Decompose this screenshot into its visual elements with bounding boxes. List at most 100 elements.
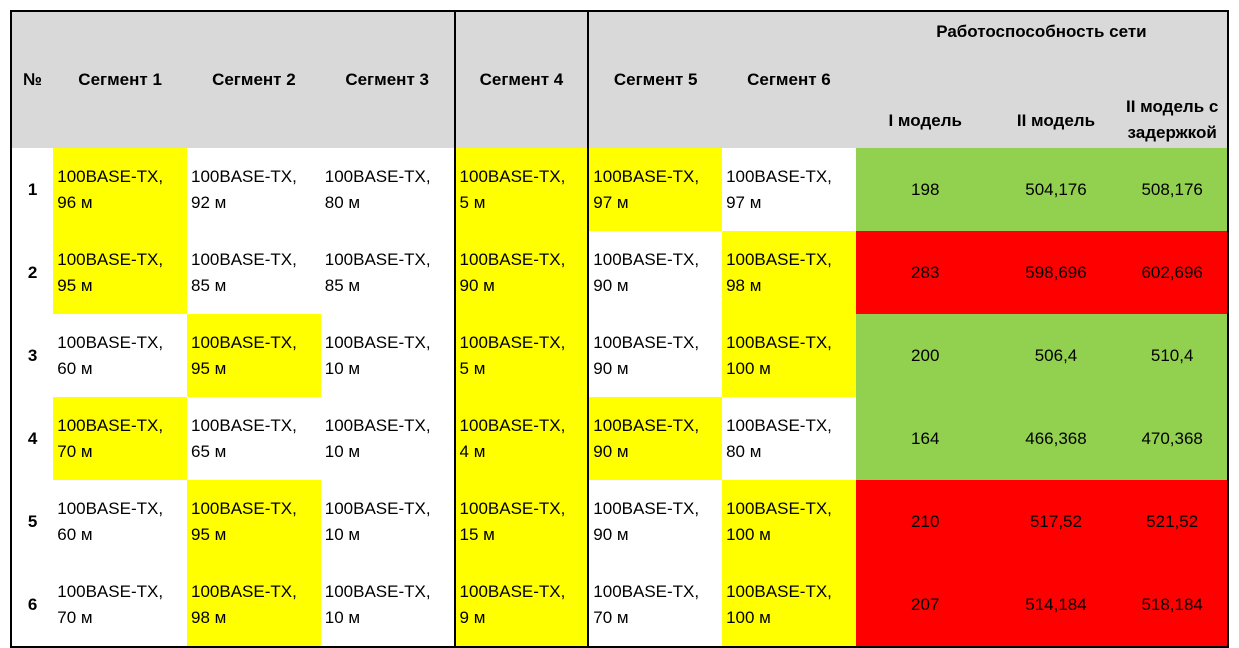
segment-length: 95 м: [191, 358, 227, 378]
segment-length: 90 м: [593, 441, 629, 461]
table-row: 2 100BASE-TX, 95 м 100BASE-TX, 85 м 100BASE-T…: [9, 231, 1229, 314]
segment-cell-4: 100BASE-TX, 90 м: [454, 231, 590, 314]
table-row: 3 100BASE-TX, 60 м 100BASE-TX, 95 м 100BASE-T…: [9, 314, 1229, 397]
model-1-value: 283: [855, 231, 995, 314]
header-row-top: № Сегмент 1 Сегмент 2 Сегмент 3 Сегмент …: [9, 10, 1230, 148]
segment-cell-5: 100BASE-TX, 97 м: [588, 148, 723, 231]
model-2-delay-value: 518,184: [1117, 563, 1229, 648]
segment-standard: 100BASE-TX,: [57, 166, 164, 186]
segment-length: 98 м: [191, 607, 227, 627]
segment-cell-1: 100BASE-TX, 60 м: [53, 314, 187, 397]
segment-standard: 100BASE-TX,: [324, 166, 431, 186]
segment-length: 60 м: [57, 358, 93, 378]
segment-length: 70 м: [57, 441, 93, 461]
segment-length: 10 м: [324, 524, 361, 544]
table-row: 6 100BASE-TX, 70 м 100BASE-TX, 98 м 100BASE-T…: [9, 563, 1229, 648]
segment-standard: 100BASE-TX,: [726, 415, 832, 435]
segment-length: 90 м: [593, 275, 629, 295]
model-2-value: 598,696: [994, 231, 1118, 314]
segment-length: 5 м: [459, 192, 486, 212]
segment-cell-6: 100BASE-TX, 98 м: [722, 231, 856, 314]
segment-cell-4: 100BASE-TX, 4 м: [454, 397, 590, 480]
segment-cell-6: 100BASE-TX, 97 м: [722, 148, 856, 231]
header-model-2: II модель: [994, 52, 1118, 148]
segment-length: 90 м: [459, 275, 495, 295]
header-segment-2: Сегмент 2: [187, 10, 321, 148]
segment-cell-5: 100BASE-TX, 70 м: [588, 563, 723, 648]
header-segment-3: Сегмент 3: [320, 10, 456, 148]
segment-cell-4: 100BASE-TX, 5 м: [454, 314, 590, 397]
segment-cell-3: 100BASE-TX, 85 м: [320, 231, 456, 314]
segment-cell-3: 100BASE-TX, 10 м: [320, 397, 456, 480]
segment-cell-2: 100BASE-TX, 95 м: [187, 480, 321, 563]
segment-cell-4: 100BASE-TX, 5 м: [454, 148, 590, 231]
model-2-value: 466,368: [994, 397, 1118, 480]
segment-standard: 100BASE-TX,: [726, 498, 832, 518]
segment-length: 70 м: [57, 607, 93, 627]
segment-standard: 100BASE-TX,: [459, 415, 566, 435]
segment-standard: 100BASE-TX,: [726, 166, 832, 186]
header-group-network-performance: Работоспособность сети: [855, 10, 1230, 52]
segment-cell-3: 100BASE-TX, 80 м: [320, 148, 456, 231]
model-1-value: 210: [855, 480, 995, 563]
segment-cell-5: 100BASE-TX, 90 м: [588, 480, 723, 563]
segment-length: 100 м: [726, 524, 771, 544]
segment-length: 90 м: [593, 524, 629, 544]
segment-length: 97 м: [726, 192, 762, 212]
row-number: 2: [9, 231, 54, 314]
segment-length: 65 м: [191, 441, 227, 461]
segment-length: 10 м: [324, 441, 361, 461]
segment-length: 96 м: [57, 192, 93, 212]
model-2-value: 506,4: [994, 314, 1118, 397]
row-number: 1: [9, 148, 54, 231]
segment-cell-1: 100BASE-TX, 60 м: [53, 480, 187, 563]
segment-standard: 100BASE-TX,: [191, 498, 297, 518]
header-segment-5: Сегмент 5: [588, 10, 723, 148]
segment-standard: 100BASE-TX,: [593, 498, 700, 518]
header-model-2-delay: II модель с задержкой: [1117, 52, 1229, 148]
segment-cell-5: 100BASE-TX, 90 м: [588, 231, 723, 314]
table-row: 5 100BASE-TX, 60 м 100BASE-TX, 95 м 100BASE-T…: [9, 480, 1229, 563]
table-body: 1 100BASE-TX, 96 м 100BASE-TX, 92 м 100BASE-T…: [9, 148, 1229, 648]
segment-standard: 100BASE-TX,: [57, 332, 164, 352]
segment-standard: 100BASE-TX,: [459, 166, 566, 186]
segment-cell-1: 100BASE-TX, 70 м: [53, 563, 187, 648]
segment-standard: 100BASE-TX,: [459, 249, 566, 269]
model-2-delay-value: 510,4: [1117, 314, 1229, 397]
segment-cell-2: 100BASE-TX, 65 м: [187, 397, 321, 480]
model-2-delay-value: 602,696: [1117, 231, 1229, 314]
segment-cell-3: 100BASE-TX, 10 м: [320, 314, 456, 397]
segment-standard: 100BASE-TX,: [324, 249, 431, 269]
segment-cell-1: 100BASE-TX, 70 м: [53, 397, 187, 480]
row-number: 6: [9, 563, 54, 648]
segment-standard: 100BASE-TX,: [593, 415, 700, 435]
segment-cell-5: 100BASE-TX, 90 м: [588, 314, 723, 397]
model-2-value: 517,52: [994, 480, 1118, 563]
segment-standard: 100BASE-TX,: [191, 249, 297, 269]
segment-standard: 100BASE-TX,: [593, 166, 700, 186]
segment-cell-1: 100BASE-TX, 96 м: [53, 148, 187, 231]
model-1-value: 198: [855, 148, 995, 231]
segment-standard: 100BASE-TX,: [726, 581, 832, 601]
segment-length: 97 м: [593, 192, 629, 212]
segment-length: 9 м: [459, 607, 486, 627]
segment-length: 60 м: [57, 524, 93, 544]
segment-length: 100 м: [726, 607, 771, 627]
segment-standard: 100BASE-TX,: [191, 415, 297, 435]
segment-standard: 100BASE-TX,: [459, 581, 566, 601]
header-segment-1: Сегмент 1: [53, 10, 187, 148]
segment-standard: 100BASE-TX,: [57, 498, 164, 518]
segment-standard: 100BASE-TX,: [324, 498, 431, 518]
table-row: 1 100BASE-TX, 96 м 100BASE-TX, 92 м 100BASE-T…: [9, 148, 1229, 231]
segment-standard: 100BASE-TX,: [191, 166, 297, 186]
segment-standard: 100BASE-TX,: [324, 332, 431, 352]
row-number: 3: [9, 314, 54, 397]
model-1-value: 164: [855, 397, 995, 480]
network-segments-table: № Сегмент 1 Сегмент 2 Сегмент 3 Сегмент …: [9, 10, 1230, 648]
segment-cell-6: 100BASE-TX, 100 м: [722, 563, 856, 648]
segment-length: 80 м: [324, 192, 361, 212]
header-model-1: I модель: [855, 52, 995, 148]
segment-standard: 100BASE-TX,: [324, 415, 431, 435]
segment-standard: 100BASE-TX,: [593, 332, 700, 352]
segment-standard: 100BASE-TX,: [593, 581, 700, 601]
